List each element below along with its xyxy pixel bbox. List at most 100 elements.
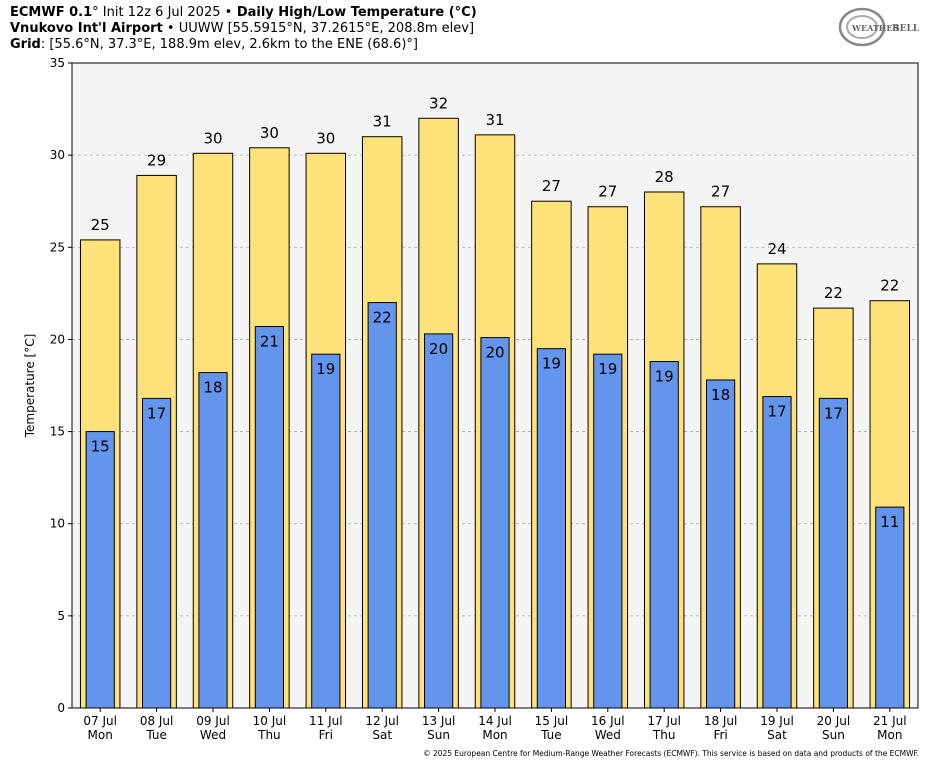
high-temp-label: 27: [598, 183, 617, 201]
low-temp-bar: [649, 361, 679, 709]
low-temp-bar: [198, 372, 228, 709]
low-temp-label: 18: [203, 379, 222, 397]
y-tick-label: 20: [50, 332, 65, 346]
x-tick-label-date: 19 Jul: [760, 714, 794, 728]
x-tick-label-date: 10 Jul: [253, 714, 287, 728]
y-axis: 0 5 10 15 20 25 30 35: [50, 56, 72, 715]
low-temp-label: 19: [598, 360, 617, 378]
x-tick-label-weekday: Fri: [319, 728, 333, 742]
x-tick-label-weekday: Mon: [482, 728, 507, 742]
x-tick-label-weekday: Wed: [200, 728, 226, 742]
x-tick-label-date: 13 Jul: [422, 714, 456, 728]
low-temp-label: 21: [260, 333, 279, 351]
x-tick-label-weekday: Sat: [372, 728, 392, 742]
station-name: Vnukovo Int'l Airport: [10, 21, 163, 36]
grid-info: : [55.6°N, 37.3°E, 188.9m elev, 2.6km to…: [40, 37, 418, 52]
bar-labels: 25 15 29 17 30 18 30 21 30 19 31 22 32 20 31 20 27 19 27 19…: [91, 94, 900, 531]
chart-title-line2: Vnukovo Int'l Airport • UUWW [55.5915°N,…: [10, 21, 474, 37]
x-tick-label-weekday: Wed: [595, 728, 621, 742]
low-temp-label: 17: [767, 403, 786, 421]
bars: [79, 117, 911, 709]
low-temp-bar: [367, 302, 397, 709]
low-temp-bar: [875, 506, 905, 709]
y-tick-label: 10: [50, 517, 65, 531]
low-temp-bar: [311, 353, 341, 709]
high-temp-label: 32: [429, 94, 448, 112]
high-temp-label: 22: [824, 284, 843, 302]
high-temp-label: 25: [91, 216, 110, 234]
low-temp-label: 19: [655, 368, 674, 386]
low-temp-bar: [480, 337, 510, 709]
low-temp-bar: [142, 397, 172, 709]
x-tick-label-date: 14 Jul: [478, 714, 512, 728]
x-tick-label-weekday: Mon: [88, 728, 113, 742]
low-temp-bar: [85, 431, 115, 709]
high-temp-label: 30: [316, 129, 335, 147]
y-tick-label: 30: [50, 148, 65, 162]
low-temp-label: 15: [91, 438, 110, 456]
weatherbell-logo-icon: WEATHER BELL: [838, 7, 920, 47]
logo-text-bell: BELL: [892, 24, 920, 34]
copyright-credit: © 2025 European Centre for Medium-Range …: [423, 749, 919, 758]
x-tick-label-weekday: Sun: [822, 728, 845, 742]
low-temp-label: 22: [373, 309, 392, 327]
low-temp-bar: [424, 333, 454, 709]
y-tick-label: 0: [57, 701, 65, 715]
init-time: Init 12z 6 Jul 2025: [98, 5, 225, 20]
x-tick-label-date: 21 Jul: [873, 714, 907, 728]
high-temp-label: 30: [203, 129, 222, 147]
x-tick-label-date: 12 Jul: [365, 714, 399, 728]
x-tick-label-weekday: Thu: [257, 728, 281, 742]
low-temp-label: 19: [316, 360, 335, 378]
x-tick-label-date: 17 Jul: [647, 714, 681, 728]
low-temp-label: 17: [147, 404, 166, 422]
low-temp-label: 11: [880, 513, 899, 531]
high-temp-label: 31: [485, 111, 504, 129]
y-tick-label: 35: [50, 56, 65, 70]
x-tick-label-date: 09 Jul: [196, 714, 230, 728]
high-temp-label: 22: [880, 277, 899, 295]
high-temp-label: 31: [373, 113, 392, 131]
high-temp-label: 27: [711, 183, 730, 201]
low-temp-label: 17: [824, 404, 843, 422]
high-temp-label: 24: [767, 240, 786, 258]
product-name: Daily High/Low Temperature (°C): [232, 5, 477, 20]
low-temp-bar: [254, 326, 285, 709]
x-tick-label-weekday: Tue: [540, 728, 562, 742]
model-name: ECMWF 0.1: [10, 5, 93, 20]
y-tick-label: 5: [57, 609, 65, 623]
low-temp-label: 20: [485, 344, 504, 362]
low-temp-bar: [706, 379, 736, 709]
bullet-separator: •: [224, 5, 233, 20]
low-temp-label: 18: [711, 386, 730, 404]
x-tick-label-weekday: Sun: [427, 728, 450, 742]
high-temp-label: 28: [655, 168, 674, 186]
high-temp-label: 30: [260, 124, 279, 142]
high-temp-label: 29: [147, 151, 166, 169]
y-tick-label: 25: [50, 240, 65, 254]
x-tick-label-weekday: Tue: [145, 728, 167, 742]
station-info: • UUWW [55.5915°N, 37.2615°E, 208.8m ele…: [162, 21, 475, 36]
chart-title-line1: ECMWF 0.1° Init 12z 6 Jul 2025 • Daily H…: [10, 5, 477, 21]
low-temp-label: 20: [429, 340, 448, 358]
y-tick-label: 15: [50, 425, 65, 439]
x-tick-label-weekday: Thu: [652, 728, 676, 742]
grid-label: Grid: [10, 37, 41, 52]
x-tick-label-date: 15 Jul: [535, 714, 569, 728]
low-temp-bar: [762, 396, 792, 709]
x-tick-label-date: 11 Jul: [309, 714, 343, 728]
logo-text-weather: WEATHER: [851, 23, 899, 33]
low-temp-label: 19: [542, 355, 561, 373]
x-tick-label-date: 16 Jul: [591, 714, 625, 728]
x-tick-label-date: 18 Jul: [704, 714, 738, 728]
x-tick-label-date: 20 Jul: [817, 714, 851, 728]
chart-title-line3: Grid: [55.6°N, 37.3°E, 188.9m elev, 2.6k…: [10, 37, 418, 53]
y-axis-label: Temperature [°C]: [23, 334, 37, 439]
x-tick-label-weekday: Sat: [767, 728, 787, 742]
x-tick-label-date: 07 Jul: [83, 714, 117, 728]
low-temp-bar: [818, 397, 848, 709]
low-temp-bar: [593, 353, 623, 709]
high-temp-label: 27: [542, 177, 561, 195]
